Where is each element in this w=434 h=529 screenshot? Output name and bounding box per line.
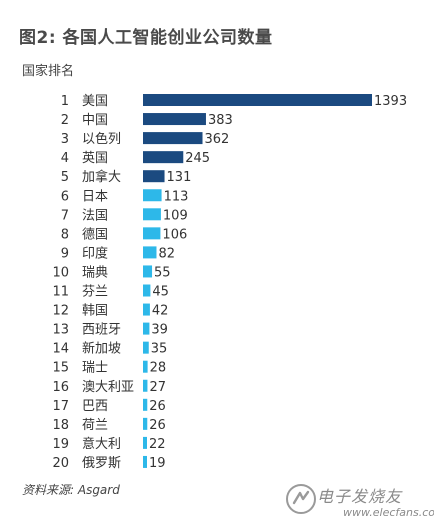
value-label: 383 <box>208 113 233 128</box>
value-label: 39 <box>151 323 168 338</box>
watermark-url: www.elecfans.com <box>343 506 434 519</box>
country-label: 俄罗斯 <box>82 456 121 471</box>
rank-label: 14 <box>52 342 69 357</box>
rank-label: 11 <box>52 285 69 300</box>
country-label: 中国 <box>82 113 108 128</box>
country-label: 日本 <box>82 189 108 204</box>
country-label: 瑞典 <box>82 265 108 280</box>
rank-label: 18 <box>52 418 69 433</box>
value-label: 42 <box>152 304 169 319</box>
bar <box>143 379 148 392</box>
bar <box>143 455 147 468</box>
country-label: 加拿大 <box>82 169 121 185</box>
rank-label: 15 <box>52 361 69 376</box>
chart-subtitle: 国家排名 <box>22 64 75 79</box>
bar <box>143 227 161 240</box>
rank-label: 1 <box>61 94 69 109</box>
rank-label: 3 <box>61 132 69 147</box>
value-label: 245 <box>185 151 210 166</box>
country-label: 美国 <box>82 94 108 109</box>
source-note: 资料来源: Asgard <box>22 483 120 497</box>
country-label: 澳大利亚 <box>82 379 134 395</box>
country-label: 瑞士 <box>82 361 108 376</box>
rank-label: 13 <box>52 323 69 338</box>
rank-label: 7 <box>61 208 69 223</box>
rank-label: 17 <box>52 399 69 414</box>
bar <box>143 113 206 126</box>
bar <box>143 132 203 145</box>
rank-label: 10 <box>52 265 69 280</box>
country-label: 英国 <box>82 151 108 166</box>
watermark-text: 电子发烧友 <box>317 487 403 506</box>
rank-label: 16 <box>52 380 69 395</box>
value-label: 362 <box>205 132 230 147</box>
chart-title: 图2: 各国人工智能创业公司数量 <box>19 28 273 48</box>
value-label: 19 <box>149 456 166 471</box>
country-label: 巴西 <box>82 399 108 414</box>
bar <box>143 322 150 335</box>
rank-label: 5 <box>61 170 69 185</box>
bar <box>143 284 151 297</box>
value-label: 109 <box>163 208 188 223</box>
watermark: 电子发烧友 www.elecfans.com <box>283 479 434 527</box>
country-label: 荷兰 <box>82 418 108 433</box>
bar <box>143 341 149 354</box>
bar <box>143 436 147 449</box>
bar <box>143 170 165 183</box>
value-label: 131 <box>167 170 192 185</box>
rank-label: 9 <box>61 246 69 261</box>
country-label: 以色列 <box>82 131 121 147</box>
value-label: 1393 <box>374 94 407 109</box>
bar <box>143 360 148 373</box>
value-label: 27 <box>149 380 166 395</box>
value-label: 26 <box>149 418 166 433</box>
rank-label: 2 <box>61 113 69 128</box>
bar <box>143 94 372 106</box>
rank-label: 8 <box>61 227 69 242</box>
value-label: 22 <box>149 437 166 452</box>
bar <box>143 208 161 221</box>
bar <box>143 303 150 316</box>
bar <box>143 417 148 430</box>
value-label: 28 <box>150 361 167 376</box>
country-label: 意大利 <box>82 436 121 452</box>
bar <box>143 398 148 411</box>
rank-label: 12 <box>52 304 69 319</box>
value-label: 55 <box>154 265 171 280</box>
bar <box>143 246 157 259</box>
value-label: 35 <box>151 342 168 357</box>
bar <box>143 265 153 278</box>
rank-label: 6 <box>61 189 69 204</box>
country-label: 德国 <box>82 227 108 242</box>
country-label: 韩国 <box>82 304 108 319</box>
rank-label: 4 <box>61 151 69 166</box>
rank-label: 20 <box>52 456 69 471</box>
value-label: 26 <box>149 399 166 414</box>
country-label: 芬兰 <box>82 285 108 300</box>
country-label: 法国 <box>82 208 108 223</box>
value-label: 106 <box>162 227 187 242</box>
country-label: 西班牙 <box>82 323 121 338</box>
country-label: 印度 <box>82 245 108 261</box>
country-label: 新加坡 <box>82 341 121 357</box>
elecfans-logo-icon <box>286 484 316 514</box>
bar <box>143 189 162 202</box>
value-label: 45 <box>152 285 169 300</box>
value-label: 113 <box>164 189 189 204</box>
rank-label: 19 <box>52 437 69 452</box>
value-label: 82 <box>158 246 175 261</box>
bar <box>143 151 184 164</box>
